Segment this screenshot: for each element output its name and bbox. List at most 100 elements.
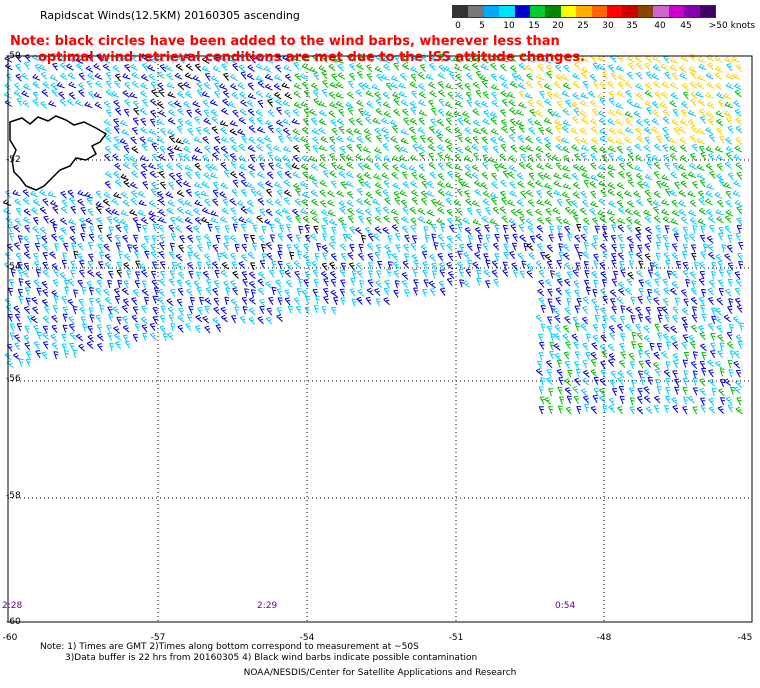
wind-barb — [374, 215, 382, 223]
wind-barb — [617, 370, 625, 378]
wind-barb — [88, 90, 95, 99]
wind-barb — [645, 153, 652, 162]
wind-barb — [629, 406, 635, 415]
wind-barb — [327, 209, 336, 217]
wind-barb — [419, 63, 426, 72]
wind-barb — [689, 233, 696, 242]
wind-barb — [60, 206, 68, 214]
wind-barb — [733, 360, 741, 369]
wind-barb — [375, 189, 383, 197]
wind-barb — [183, 100, 191, 109]
wind-barb — [223, 72, 229, 81]
note-line-2: optimal wind retrieval conditions are me… — [38, 50, 585, 65]
wind-barb — [141, 143, 148, 152]
wind-barb — [644, 189, 651, 198]
wind-barb — [210, 210, 219, 217]
wind-barb — [643, 209, 652, 217]
wind-barb — [276, 288, 283, 297]
wind-barb — [500, 109, 507, 118]
wind-barb — [687, 395, 695, 404]
wind-barb — [699, 271, 705, 279]
wind-barb — [177, 314, 185, 323]
wind-barb — [474, 100, 482, 108]
wind-barb — [519, 270, 525, 279]
wind-barb — [653, 161, 661, 170]
wind-barb — [609, 379, 616, 388]
wind-barb — [215, 234, 221, 244]
wind-barb — [367, 243, 374, 251]
wind-barb — [187, 261, 194, 270]
wind-barb — [42, 252, 48, 261]
wind-barb — [333, 297, 339, 306]
wind-barb — [106, 324, 112, 333]
wind-barb — [282, 154, 291, 162]
wind-barb — [678, 126, 686, 134]
wind-barb — [23, 262, 30, 271]
footnote-line-1: Note: 1) Times are GMT 2)Times along bot… — [40, 642, 419, 652]
wind-barb — [382, 206, 390, 215]
wind-barb — [151, 142, 158, 151]
wind-barb — [103, 100, 111, 109]
wind-barb — [626, 71, 634, 80]
wind-speed-legend-labels: 0 5 10 15 20 25 30 35 40 45 >50 knots — [452, 21, 760, 33]
wind-barb — [410, 135, 417, 144]
wind-barb — [543, 117, 552, 125]
wind-barb — [735, 137, 743, 145]
wind-barb — [518, 224, 525, 233]
footnote: Note: 1) Times are GMT 2)Times along bot… — [40, 642, 477, 664]
wind-barb — [738, 242, 744, 251]
wind-barb — [241, 135, 248, 144]
wind-barb — [445, 182, 454, 189]
wind-barb — [723, 378, 732, 386]
wind-barb — [192, 100, 201, 108]
wind-barb — [33, 324, 39, 333]
wind-barb — [418, 163, 425, 172]
wind-barb — [239, 163, 248, 171]
wind-barb — [735, 278, 742, 287]
wind-barb — [682, 386, 688, 396]
wind-barb — [672, 341, 679, 350]
wind-barb — [382, 226, 390, 235]
wind-barb — [517, 252, 525, 261]
wind-barb — [329, 235, 336, 244]
wind-barb — [510, 65, 518, 73]
wind-barb — [417, 72, 425, 80]
wind-barb — [18, 295, 24, 304]
wind-barb — [601, 279, 607, 288]
wind-barb — [665, 395, 671, 404]
wind-barb — [691, 143, 698, 152]
wind-barb — [628, 352, 635, 361]
wind-barb — [698, 207, 707, 216]
wind-barb — [545, 217, 552, 225]
wind-barb — [735, 406, 743, 415]
wind-barb — [588, 90, 596, 98]
lon-label: -45 — [737, 633, 753, 643]
wind-barb — [680, 109, 687, 118]
wind-barb — [391, 224, 399, 232]
wind-barb — [616, 90, 625, 98]
wind-barb — [211, 116, 219, 124]
wind-barb — [132, 334, 138, 343]
wind-barb — [252, 224, 258, 233]
credit-line: NOAA/NESDIS/Center for Satellite Applica… — [243, 668, 517, 678]
wind-barb — [340, 262, 346, 271]
wind-barb — [723, 314, 731, 323]
wind-barb — [716, 325, 723, 333]
wind-barb — [736, 252, 743, 261]
wind-barb — [105, 80, 112, 89]
wind-barb — [356, 70, 363, 79]
wind-barb — [735, 162, 743, 170]
wind-barb — [338, 217, 345, 226]
wind-barb — [619, 244, 625, 253]
wind-barb — [366, 100, 374, 109]
wind-barb — [202, 154, 210, 163]
wind-barb — [609, 289, 617, 298]
wind-barb — [636, 332, 643, 341]
wind-barb — [113, 332, 121, 341]
wind-barb — [269, 224, 275, 233]
wind-barb — [574, 351, 580, 360]
wind-barb — [433, 242, 439, 251]
wind-barb — [637, 181, 644, 190]
wind-barb — [477, 234, 483, 244]
wind-barb — [335, 57, 344, 64]
